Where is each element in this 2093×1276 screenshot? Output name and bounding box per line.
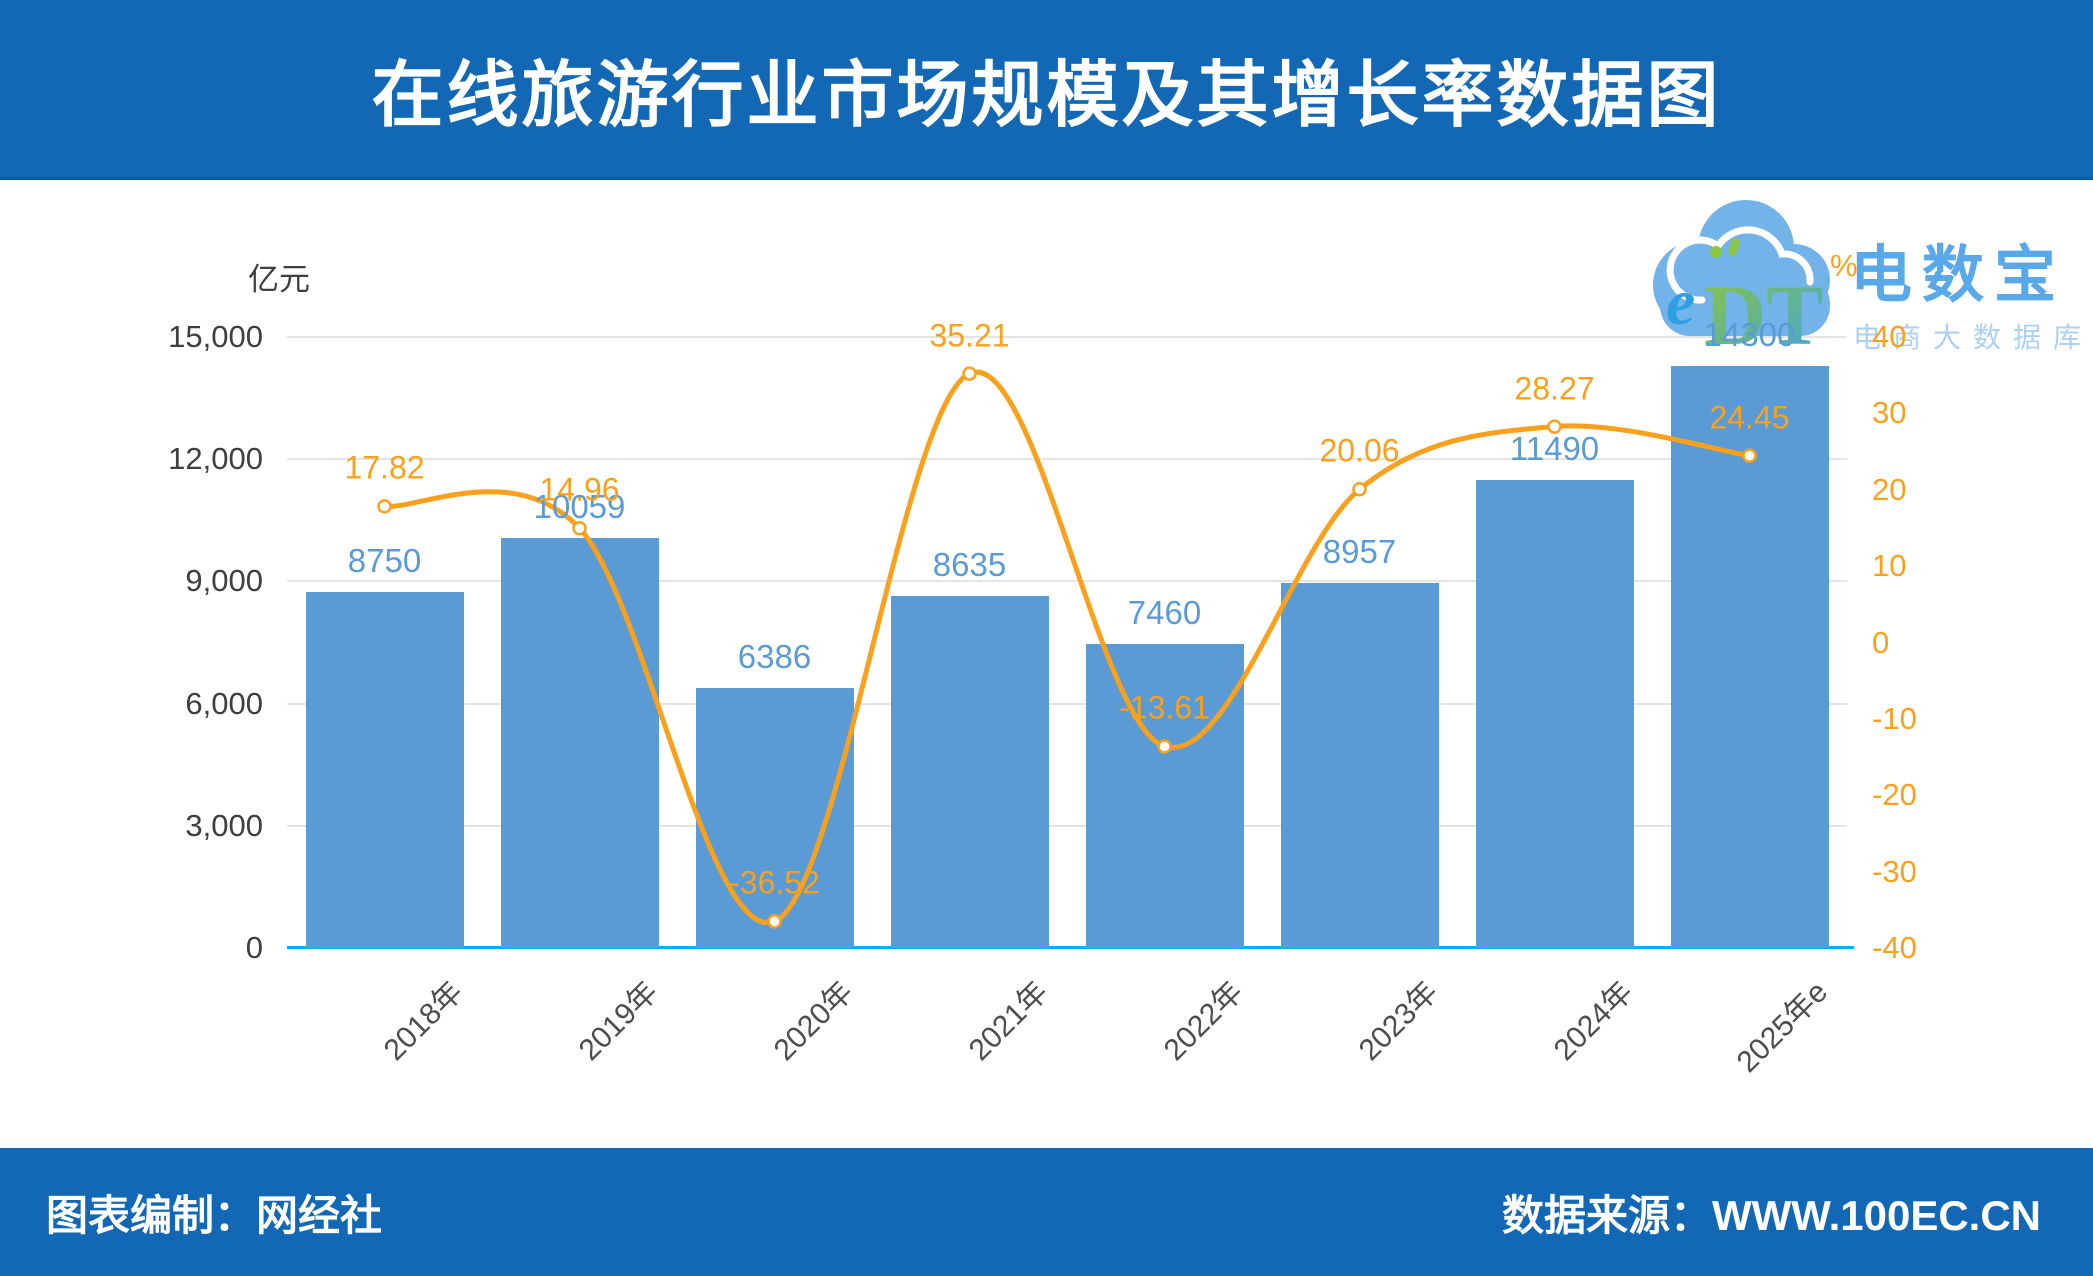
y-axis-tick-right: 40 [1872,319,1907,354]
bar-value-label: 7460 [1127,594,1202,632]
x-axis-label: 2019年 [572,975,665,1068]
footer-banner: 图表编制：网经社 数据来源：WWW.100EC.CN [0,1148,2093,1276]
line-marker [377,499,392,514]
line-value-label: 17.82 [344,449,425,486]
y-axis-tick-left: 3,000 [185,807,263,843]
y-axis-tick-right: 20 [1872,471,1907,507]
bar-value-label: 8957 [1322,533,1397,571]
x-axis-label: 2021年 [962,975,1055,1068]
y-axis-tick-right: 30 [1872,395,1907,431]
y-axis-tick-left: 0 [245,930,263,965]
line-marker [962,366,977,381]
x-axis-line [287,946,1854,949]
line-marker [1352,482,1367,497]
x-axis-label: 2020年 [767,975,860,1068]
line-value-label: -36.52 [729,864,820,901]
y-axis-tick-right: -30 [1872,853,1917,889]
y-axis-tick-right: 0 [1872,624,1890,660]
y-axis-tick-right: -20 [1872,777,1917,813]
bar [890,596,1049,948]
gridline [287,458,1847,461]
y-axis-tick-right: -10 [1872,700,1917,736]
line-value-label: 14.96 [539,471,620,508]
logo-cloud-icon: e DT [1653,200,1830,362]
gridline [287,336,1847,338]
y-axis-tick-left: 15,000 [168,319,263,354]
y-axis-tick-right: -40 [1872,930,1917,965]
bar-value-label: 11490 [1509,429,1600,467]
bar-value-label: 8635 [932,546,1007,584]
y-axis-tick-left: 12,000 [168,441,263,477]
edt-logo: e DT 电数宝 电商大数据库 [1642,182,2093,362]
x-axis-label: 2018年 [377,975,470,1068]
x-axis-label: 2023年 [1352,975,1445,1068]
title-banner: 在线旅游行业市场规模及其增长率数据图 [0,0,2093,180]
bar-value-label: 14300 [1703,315,1796,353]
x-axis-label: 2025年e [1730,975,1835,1079]
line-value-label: -13.61 [1119,689,1210,726]
bar [1280,583,1439,948]
left-axis-title: 亿元 [248,262,310,297]
line-value-label: 20.06 [1319,432,1400,469]
bar [305,591,464,948]
bar [1475,479,1634,948]
y-axis-tick-left: 6,000 [185,685,263,721]
footer-credit: 图表编制：网经社 [46,1191,383,1239]
logo-letters-dt: DT [1704,267,1823,362]
x-axis-label: 2022年 [1157,975,1250,1068]
bar-value-label: 8750 [347,541,422,579]
bar [1670,365,1829,948]
bar [500,538,659,948]
y-axis-tick-left: 9,000 [185,563,263,599]
y-axis-tick-right: 10 [1872,548,1907,584]
bar [695,687,854,948]
bar-value-label: 6386 [737,637,812,675]
right-axis-title: % [1830,248,1858,283]
line-value-label: 24.45 [1709,399,1790,436]
logo-brand-text: 电数宝 [1850,241,2067,310]
chart-title: 在线旅游行业市场规模及其增长率数据图 [371,56,1722,136]
line-value-label: 28.27 [1514,370,1595,407]
footer-source: 数据来源：WWW.100EC.CN [1501,1191,2041,1239]
line-value-label: 35.21 [929,317,1010,354]
x-axis-label: 2024年 [1547,975,1640,1068]
logo-tagline-text: 电商大数据库 [1853,322,2093,353]
logo-letter-e: e [1666,266,1695,339]
